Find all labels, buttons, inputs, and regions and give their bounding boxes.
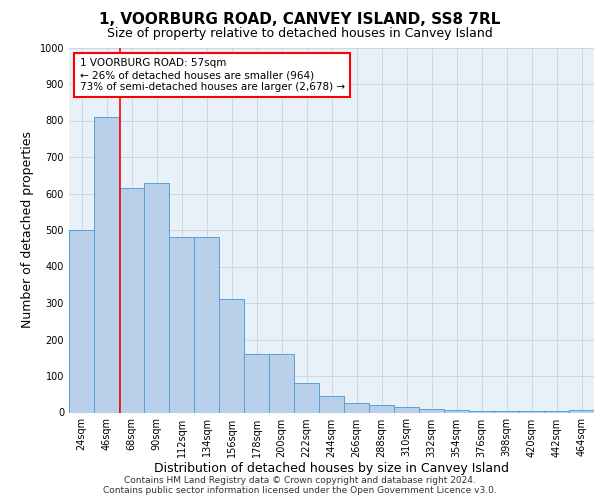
Bar <box>269 354 294 412</box>
Bar <box>194 238 219 412</box>
Text: 1 VOORBURG ROAD: 57sqm
← 26% of detached houses are smaller (964)
73% of semi-de: 1 VOORBURG ROAD: 57sqm ← 26% of detached… <box>79 58 344 92</box>
Bar <box>144 182 169 412</box>
Bar <box>94 117 119 412</box>
Bar <box>119 188 144 412</box>
Y-axis label: Number of detached properties: Number of detached properties <box>21 132 34 328</box>
Bar <box>294 384 319 412</box>
Text: Size of property relative to detached houses in Canvey Island: Size of property relative to detached ho… <box>107 28 493 40</box>
Bar <box>344 404 369 412</box>
Text: Contains HM Land Registry data © Crown copyright and database right 2024.: Contains HM Land Registry data © Crown c… <box>124 476 476 485</box>
Text: Contains public sector information licensed under the Open Government Licence v3: Contains public sector information licen… <box>103 486 497 495</box>
Bar <box>569 410 594 412</box>
Bar <box>469 410 494 412</box>
Bar <box>169 238 194 412</box>
Bar <box>419 409 444 412</box>
Bar <box>219 300 244 412</box>
Text: 1, VOORBURG ROAD, CANVEY ISLAND, SS8 7RL: 1, VOORBURG ROAD, CANVEY ISLAND, SS8 7RL <box>100 12 500 28</box>
Bar <box>369 405 394 412</box>
Bar <box>319 396 344 412</box>
Bar <box>444 410 469 412</box>
X-axis label: Distribution of detached houses by size in Canvey Island: Distribution of detached houses by size … <box>154 462 509 475</box>
Bar <box>394 407 419 412</box>
Bar <box>244 354 269 412</box>
Bar <box>69 230 94 412</box>
